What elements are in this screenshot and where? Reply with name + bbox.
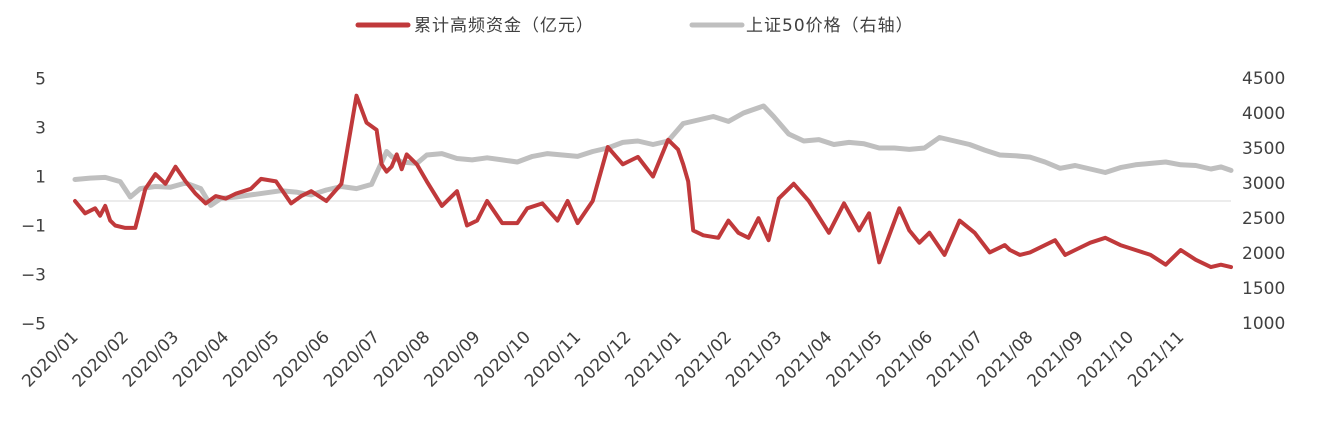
y-left-tick-label: −5 bbox=[21, 315, 46, 335]
y-right-tick-label: 4000 bbox=[1242, 104, 1285, 124]
legend-label-series-1: 上证50价格（右轴） bbox=[746, 16, 914, 36]
y-left-tick-label: −1 bbox=[21, 217, 46, 237]
y-right-tick-label: 1500 bbox=[1242, 279, 1285, 299]
y-right-tick-label: 3500 bbox=[1242, 139, 1285, 159]
series-line-1 bbox=[72, 103, 1234, 208]
x-tick-label: 2021/11 bbox=[1124, 327, 1188, 391]
y-right-tick-label: 2000 bbox=[1242, 244, 1285, 264]
y-right-tick-label: 3000 bbox=[1242, 174, 1285, 194]
series-line-0 bbox=[73, 93, 1233, 270]
y-left-tick-label: 1 bbox=[35, 168, 46, 188]
y-right-tick-label: 2500 bbox=[1242, 209, 1285, 229]
y-left-tick-label: −3 bbox=[21, 266, 46, 286]
y-right-tick-label: 1000 bbox=[1242, 314, 1285, 334]
y-right-tick-label: 4500 bbox=[1242, 69, 1285, 89]
legend-label-series-0: 累计高频资金（亿元） bbox=[414, 16, 594, 36]
legend: 累计高频资金（亿元） 上证50价格（右轴） bbox=[355, 16, 914, 36]
y-left-tick-label: 3 bbox=[35, 119, 46, 139]
y-left-tick-label: 5 bbox=[35, 70, 46, 90]
